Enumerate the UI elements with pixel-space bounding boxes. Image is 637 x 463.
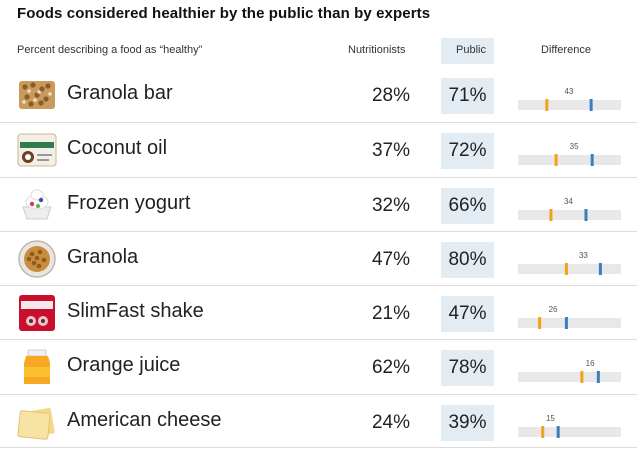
public-cell-highlight [441, 187, 494, 224]
difference-chart: 35 [518, 142, 621, 167]
granola-bar-icon [19, 81, 55, 109]
difference-label: 35 [570, 142, 579, 151]
american-cheese-icon [17, 407, 55, 440]
public-value: 66% [448, 194, 487, 216]
table-row: Orange juice 62% 78% 16 [0, 339, 637, 393]
food-name: Frozen yogurt [67, 191, 191, 214]
public-cell-highlight [441, 350, 494, 387]
granola-icon [18, 240, 56, 278]
table-row: Frozen yogurt 32% 66% 34 [0, 176, 637, 231]
orange-juice-icon [24, 349, 50, 385]
nutritionists-value: 32% [371, 194, 410, 216]
public-header: Public [456, 44, 486, 56]
chart-title: Foods considered healthier by the public… [17, 5, 431, 22]
difference-chart: 43 [518, 87, 621, 111]
coconut-oil-icon [17, 133, 57, 167]
food-name: Granola [67, 245, 139, 268]
public-header-highlight [441, 38, 494, 64]
food-name: Coconut oil [67, 137, 168, 160]
public-marker [556, 425, 560, 438]
public-cell-highlight [441, 296, 494, 333]
nutritionists-marker [554, 154, 558, 167]
difference-label: 34 [564, 197, 573, 206]
nutritionists-marker [580, 371, 584, 384]
difference-label: 15 [546, 414, 555, 423]
public-cell-highlight [441, 78, 494, 114]
slimfast-shake-icon [19, 295, 55, 332]
difference-chart: 26 [518, 305, 621, 330]
difference-chart: 34 [518, 197, 621, 221]
difference-track [518, 209, 621, 220]
public-marker [589, 99, 593, 111]
public-marker [584, 208, 588, 221]
nutritionists-marker [541, 425, 545, 438]
difference-track [518, 155, 621, 166]
nutritionists-marker [538, 317, 542, 330]
public-marker [596, 371, 600, 384]
nutritionists-value: 28% [371, 85, 410, 106]
difference-track [518, 372, 621, 383]
food-name: Orange juice [67, 354, 181, 377]
difference-chart: 16 [518, 359, 621, 384]
nutritionists-value: 24% [371, 411, 410, 433]
table-row: SlimFast shake 21% 47% 26 [0, 285, 637, 339]
difference-chart: 15 [518, 414, 621, 438]
difference-track [518, 426, 621, 437]
frozen-yogurt-icon [22, 189, 52, 220]
difference-label: 26 [549, 305, 558, 314]
public-marker [590, 154, 594, 167]
table-row: Granola 47% 80% 33 [0, 230, 637, 285]
difference-header: Difference [541, 44, 591, 56]
nutritionists-value: 62% [371, 357, 410, 379]
public-value: 78% [448, 357, 487, 379]
public-marker [598, 262, 602, 275]
public-cell-highlight [441, 404, 494, 441]
nutritionists-value: 21% [371, 303, 410, 325]
difference-track [518, 100, 621, 110]
food-name: SlimFast shake [67, 300, 204, 323]
nutritionists-marker [545, 99, 549, 111]
difference-label: 33 [579, 251, 588, 260]
public-cell-highlight [441, 133, 494, 170]
description-header: Percent describing a food as “healthy” [17, 44, 203, 56]
public-value: 80% [448, 248, 487, 270]
food-table: Granola bar 28% 71% 43 Coconut oil 37% 72% 35 Fr… [0, 68, 637, 449]
public-value: 39% [448, 411, 487, 433]
food-name: American cheese [67, 408, 222, 431]
table-row: Granola bar 28% 71% 43 [0, 68, 637, 122]
public-value: 47% [448, 303, 487, 325]
nutritionists-header: Nutritionists [348, 44, 406, 56]
nutritionists-value: 37% [371, 140, 410, 162]
difference-track [518, 263, 621, 274]
food-name: Granola bar [67, 82, 173, 104]
public-value: 71% [448, 85, 487, 106]
public-value: 72% [448, 140, 487, 162]
public-cell-highlight [441, 241, 494, 278]
difference-chart: 33 [518, 251, 621, 275]
public-marker [564, 317, 568, 330]
nutritionists-marker [549, 208, 553, 221]
difference-label: 16 [586, 359, 595, 368]
nutritionists-value: 47% [371, 248, 410, 270]
table-row: Coconut oil 37% 72% 35 [0, 122, 637, 176]
table-row: American cheese 24% 39% 15 [0, 393, 637, 449]
difference-label: 43 [565, 87, 574, 96]
nutritionists-marker [564, 262, 568, 275]
difference-track [518, 318, 621, 329]
